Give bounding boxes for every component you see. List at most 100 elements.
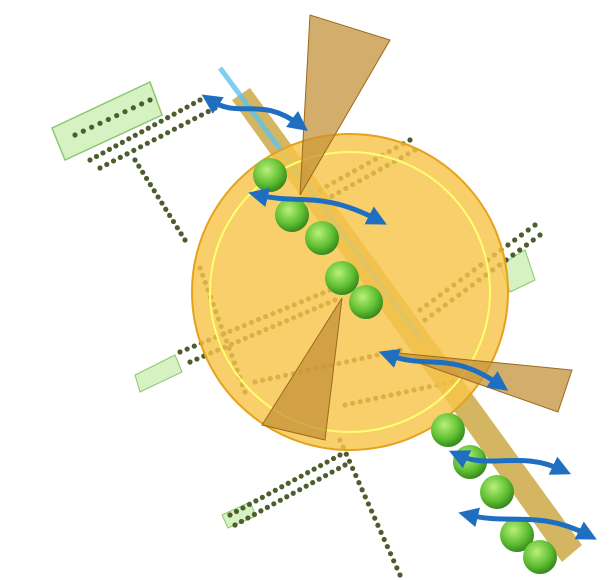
movement-arrows — [201, 94, 597, 540]
tree — [322, 472, 329, 479]
tree — [285, 480, 291, 486]
tree — [378, 529, 384, 535]
tree-large — [275, 198, 309, 232]
tree — [397, 572, 403, 578]
tree — [177, 349, 183, 355]
tree — [330, 455, 337, 462]
tree — [137, 144, 144, 150]
tree — [139, 101, 145, 107]
tree — [297, 487, 303, 493]
tree — [114, 112, 120, 119]
tree — [119, 139, 125, 145]
tree — [158, 118, 164, 124]
tree — [518, 232, 525, 238]
tree — [394, 565, 400, 571]
tree — [510, 252, 516, 258]
tree — [303, 483, 309, 489]
tree — [151, 188, 157, 194]
tree — [512, 237, 518, 243]
tree — [147, 97, 153, 103]
tree — [407, 137, 413, 143]
tree-large — [253, 158, 287, 192]
tree — [246, 501, 253, 508]
tree — [136, 163, 142, 169]
tree — [132, 157, 138, 163]
tree — [171, 126, 178, 132]
tree — [337, 452, 343, 458]
tree — [131, 147, 137, 153]
tree — [182, 237, 188, 243]
tree-large — [431, 413, 465, 447]
tree — [305, 470, 311, 476]
tree — [87, 157, 93, 163]
tree-large — [480, 475, 514, 509]
tree — [194, 356, 200, 362]
tree — [391, 558, 397, 564]
tree — [272, 487, 278, 493]
green-plot — [134, 354, 183, 393]
tree — [184, 346, 190, 352]
tree — [384, 543, 390, 550]
tree — [523, 242, 530, 248]
tree — [143, 175, 150, 182]
tree — [124, 151, 130, 157]
tree — [80, 128, 86, 134]
tree — [353, 472, 359, 479]
tree — [93, 153, 100, 160]
tree — [259, 494, 265, 500]
tree — [292, 477, 298, 483]
tree — [290, 490, 296, 496]
tree — [251, 511, 258, 518]
tree — [238, 518, 245, 525]
tree — [205, 108, 211, 115]
tree-large — [523, 540, 557, 574]
tree — [310, 480, 316, 486]
tree — [185, 119, 191, 125]
tree — [350, 465, 356, 472]
focus-ring — [209, 151, 491, 433]
tree — [532, 222, 538, 228]
tree — [126, 136, 132, 142]
tree — [147, 182, 153, 188]
tree — [298, 473, 304, 479]
view-cone — [261, 297, 343, 441]
tree — [113, 143, 119, 149]
tree — [343, 451, 349, 457]
tree — [227, 512, 233, 518]
tree — [387, 551, 394, 557]
tree — [72, 132, 78, 138]
tree — [165, 115, 171, 121]
tree-large — [325, 261, 359, 295]
tree — [89, 124, 95, 130]
tree — [155, 194, 161, 200]
tree — [356, 480, 362, 486]
tree — [163, 206, 169, 212]
tree — [122, 109, 128, 115]
tree — [266, 491, 272, 497]
tree — [97, 120, 103, 126]
tree — [167, 212, 173, 218]
tree — [187, 359, 193, 365]
tree — [110, 158, 117, 164]
tree — [245, 515, 251, 521]
tree — [530, 237, 536, 243]
tree — [177, 107, 184, 114]
tree — [335, 465, 342, 472]
tree — [264, 504, 270, 510]
tree — [232, 522, 238, 528]
arrow — [458, 507, 597, 540]
tree — [525, 227, 531, 233]
arrow — [378, 348, 509, 391]
tree — [381, 536, 387, 543]
tree — [316, 476, 322, 482]
tree — [184, 104, 190, 110]
tree — [197, 97, 203, 103]
tree — [165, 130, 171, 136]
tree — [517, 247, 523, 253]
tree — [170, 218, 177, 225]
tree — [537, 232, 543, 238]
tree-large — [349, 285, 383, 319]
tree — [178, 231, 184, 237]
tree-large — [305, 221, 339, 255]
